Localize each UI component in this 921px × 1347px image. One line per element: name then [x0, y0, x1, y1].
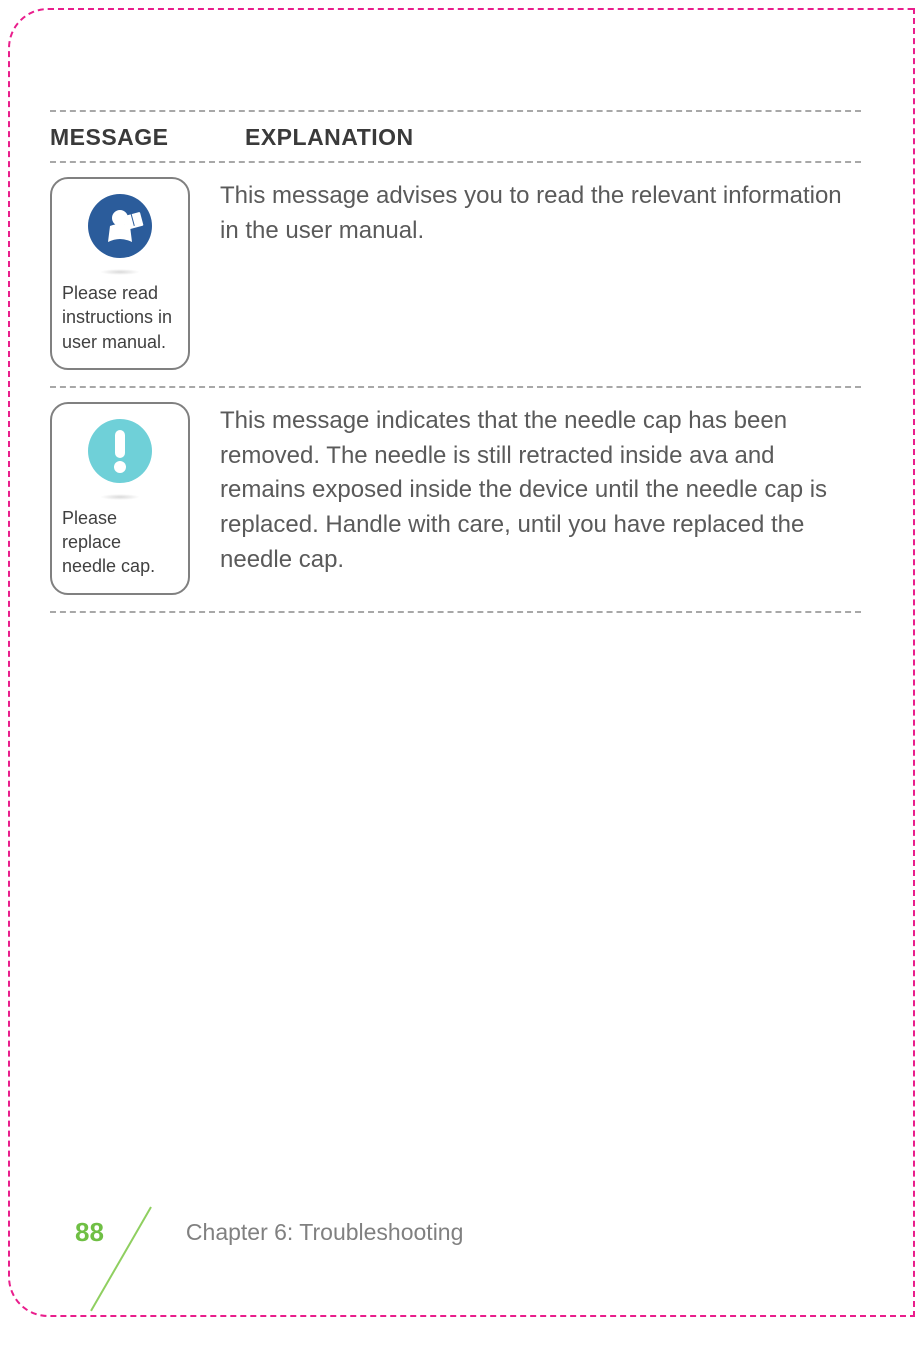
read-manual-icon	[85, 191, 155, 261]
icon-shadow	[100, 494, 140, 500]
table-header-row: MESSAGE EXPLANATION	[50, 112, 861, 161]
table-row: Please replace needle cap. This message …	[50, 388, 861, 611]
page-number: 88	[75, 1217, 104, 1248]
header-explanation: EXPLANATION	[245, 124, 414, 151]
explanation-text: This message indicates that the needle c…	[220, 402, 861, 578]
card-text: Please replace needle cap.	[62, 506, 178, 579]
message-card-needle-cap: Please replace needle cap.	[50, 402, 190, 595]
page-footer: 88 Chapter 6: Troubleshooting	[75, 1177, 463, 1287]
icon-shadow	[100, 269, 140, 275]
icon-wrap	[62, 191, 178, 261]
message-card-read-manual: Please read instructions in user manual.	[50, 177, 190, 370]
table-row: Please read instructions in user manual.…	[50, 163, 861, 386]
icon-wrap	[62, 416, 178, 486]
card-text: Please read instructions in user manual.	[62, 281, 178, 354]
footer-slash-icon	[120, 1207, 180, 1287]
divider-3	[50, 611, 861, 613]
chapter-title: Chapter 6: Troubleshooting	[186, 1219, 463, 1246]
header-message: MESSAGE	[50, 124, 220, 151]
content-area: MESSAGE EXPLANATION Please read instru	[50, 110, 861, 613]
explanation-text: This message advises you to read the rel…	[220, 177, 861, 249]
warning-icon	[85, 416, 155, 486]
